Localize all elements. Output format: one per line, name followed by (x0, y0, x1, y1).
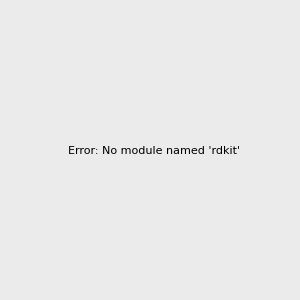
Text: Error: No module named 'rdkit': Error: No module named 'rdkit' (68, 146, 240, 157)
